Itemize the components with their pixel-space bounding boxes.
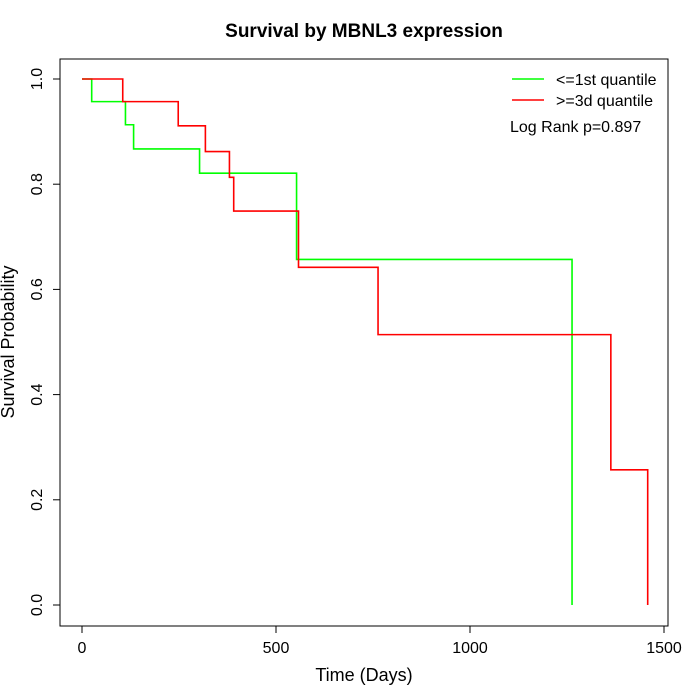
x-tick-label: 500 [263, 640, 290, 657]
y-tick-label: 0.6 [29, 278, 46, 300]
x-tick-label: 1500 [646, 640, 682, 657]
legend-label-1: <=1st quantile [556, 72, 657, 89]
legend-label-2: >=3d quantile [556, 93, 653, 110]
x-tick-label: 0 [78, 640, 87, 657]
series-line-1 [82, 78, 573, 605]
y-tick-label: 0.8 [29, 173, 46, 195]
y-tick-label: 0.4 [29, 383, 46, 405]
x-axis: 0 500 1000 1500 [78, 625, 682, 657]
series-layer [82, 78, 649, 605]
y-tick-label: 0.2 [29, 489, 46, 511]
y-axis: 0.0 0.2 0.4 0.6 0.8 1.0 [29, 68, 61, 616]
x-axis-label: Time (Days) [315, 665, 412, 685]
y-tick-label: 0.0 [29, 594, 46, 616]
log-rank-annotation: Log Rank p=0.897 [510, 119, 641, 136]
series-line-2 [82, 78, 649, 605]
chart-title: Survival by MBNL3 expression [225, 21, 503, 42]
y-tick-label: 1.0 [29, 68, 46, 90]
x-tick-label: 1000 [452, 640, 488, 657]
legend: <=1st quantile >=3d quantile [512, 72, 657, 110]
y-axis-label: Survival Probability [0, 265, 18, 418]
